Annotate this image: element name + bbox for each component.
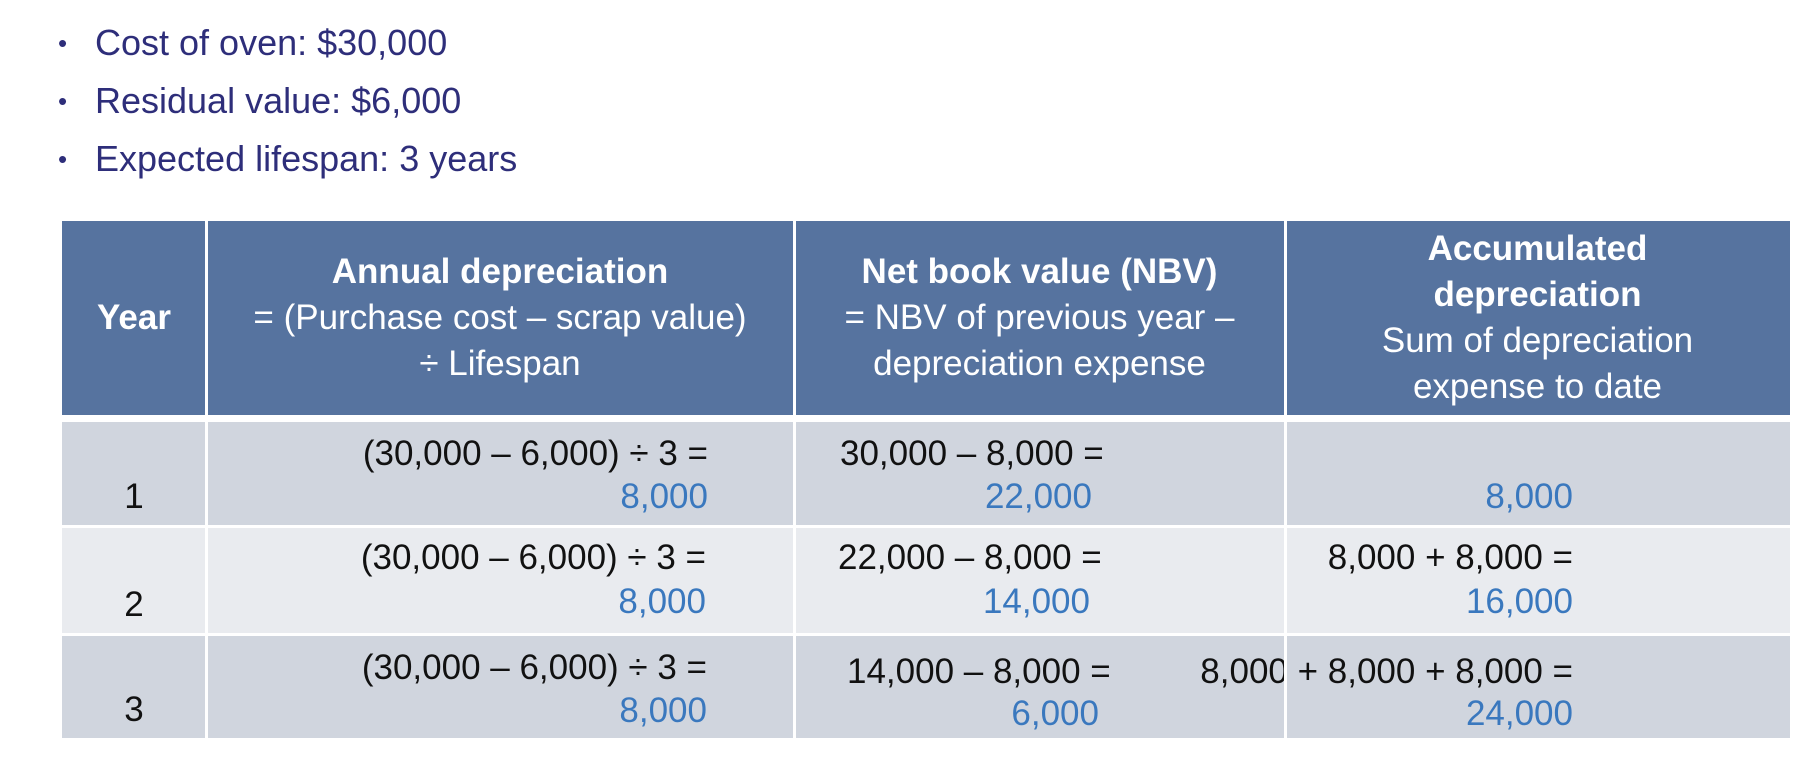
header-subtitle: Sum of depreciation <box>1381 321 1694 360</box>
accum-calc: 8,000 + 8,000 = <box>1327 538 1573 577</box>
cell-net-book-value: 14,000 – 8,000 = 6,000 <box>794 636 1285 738</box>
year-value: 3 <box>124 690 144 729</box>
bullet-cost: • Cost of oven: $30,000 <box>55 14 517 72</box>
header-year: Year <box>62 221 206 415</box>
bullet-residual: • Residual value: $6,000 <box>55 72 517 130</box>
table-row: 1 (30,000 – 6,000) ÷ 3 = 8,000 30,000 – … <box>62 422 1790 525</box>
accum-result: 16,000 <box>1465 582 1573 621</box>
header-subtitle: = NBV of previous year – <box>844 298 1235 337</box>
header-title: Net book value (NBV) <box>861 252 1218 291</box>
accum-result: 24,000 <box>1465 694 1573 733</box>
nbv-result: 14,000 <box>982 582 1090 621</box>
column-divider <box>1284 221 1287 738</box>
cell-net-book-value: 30,000 – 8,000 = 22,000 <box>794 422 1285 525</box>
cell-year: 2 <box>62 528 206 633</box>
header-title: Annual depreciation <box>331 252 669 291</box>
year-value: 2 <box>124 585 144 624</box>
given-facts-list: • Cost of oven: $30,000 • Residual value… <box>55 14 517 188</box>
bullet-dot-icon: • <box>58 86 68 116</box>
cell-net-book-value: 22,000 – 8,000 = 14,000 <box>794 528 1285 633</box>
cell-year: 3 <box>62 636 206 738</box>
table-row: 2 (30,000 – 6,000) ÷ 3 = 8,000 22,000 – … <box>62 528 1790 633</box>
bullet-text: Expected lifespan: 3 years <box>95 138 518 179</box>
bullet-text: Residual value: $6,000 <box>95 80 462 121</box>
accum-calc: 8,000 + 8,000 + 8,000 = <box>1200 652 1573 691</box>
annual-result: 8,000 <box>618 582 706 621</box>
annual-result: 8,000 <box>620 477 708 516</box>
year-value: 1 <box>124 477 144 516</box>
header-annual-depreciation: Annual depreciation = (Purchase cost – s… <box>206 221 794 415</box>
nbv-result: 6,000 <box>1011 694 1099 733</box>
bullet-lifespan: • Expected lifespan: 3 years <box>55 130 517 188</box>
column-divider <box>205 221 208 738</box>
header-title: Accumulated <box>1427 229 1648 268</box>
annual-calc: (30,000 – 6,000) ÷ 3 = <box>362 434 708 473</box>
cell-year: 1 <box>62 422 206 525</box>
cell-accumulated-depreciation: 8,000 <box>1285 422 1790 525</box>
table-row: 3 (30,000 – 6,000) ÷ 3 = 8,000 14,000 – … <box>62 636 1790 738</box>
header-accumulated-depreciation: Accumulated depreciation Sum of deprecia… <box>1285 221 1790 415</box>
annual-result: 8,000 <box>619 691 707 730</box>
header-net-book-value: Net book value (NBV) = NBV of previous y… <box>794 221 1285 415</box>
header-title: Year <box>97 298 171 337</box>
cell-annual-depreciation: (30,000 – 6,000) ÷ 3 = 8,000 <box>206 422 794 525</box>
cell-annual-depreciation: (30,000 – 6,000) ÷ 3 = 8,000 <box>206 528 794 633</box>
bullet-dot-icon: • <box>58 144 68 174</box>
bullet-text: Cost of oven: $30,000 <box>95 22 448 63</box>
nbv-calc: 22,000 – 8,000 = <box>838 538 1102 577</box>
bullet-dot-icon: • <box>58 28 68 58</box>
nbv-calc: 14,000 – 8,000 = <box>847 652 1111 691</box>
header-subtitle: depreciation expense <box>873 344 1206 383</box>
column-divider <box>793 221 796 738</box>
header-subtitle: = (Purchase cost – scrap value) <box>253 298 747 337</box>
cell-accumulated-depreciation: 24,000 <box>1285 636 1790 738</box>
cell-annual-depreciation: (30,000 – 6,000) ÷ 3 = 8,000 <box>206 636 794 738</box>
annual-calc: (30,000 – 6,000) ÷ 3 = <box>361 648 707 687</box>
nbv-calc: 30,000 – 8,000 = <box>840 434 1104 473</box>
nbv-result: 22,000 <box>984 477 1092 516</box>
cell-accumulated-depreciation: 8,000 + 8,000 = 16,000 <box>1285 528 1790 633</box>
annual-calc: (30,000 – 6,000) ÷ 3 = <box>360 538 706 577</box>
header-subtitle: expense to date <box>1412 367 1663 406</box>
accum-result: 8,000 <box>1485 477 1573 516</box>
header-title: depreciation <box>1433 275 1642 314</box>
header-subtitle: ÷ Lifespan <box>419 344 581 383</box>
